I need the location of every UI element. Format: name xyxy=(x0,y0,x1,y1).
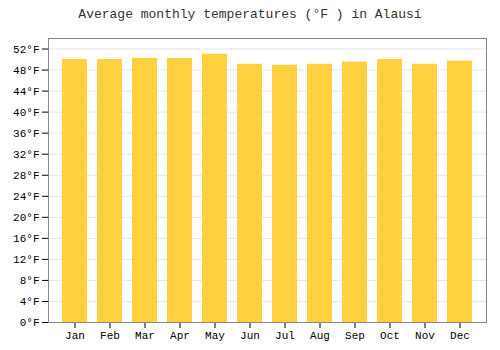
svg-text:Nov: Nov xyxy=(415,330,435,342)
svg-text:36°F: 36°F xyxy=(13,128,39,140)
svg-text:Jan: Jan xyxy=(65,330,85,342)
html-text:Average monthly temperatures (: Average monthly temperatures (°F ) in Al… xyxy=(78,7,422,22)
svg-text:Aug: Aug xyxy=(310,330,330,342)
svg-text:4°F: 4°F xyxy=(20,296,40,308)
svg-text:32°F: 32°F xyxy=(13,149,39,161)
svg-text:Mar: Mar xyxy=(135,330,155,342)
svg-text:0°F: 0°F xyxy=(20,317,40,329)
svg-text:20°F: 20°F xyxy=(13,212,39,224)
svg-text:Dec: Dec xyxy=(450,330,470,342)
svg-text:16°F: 16°F xyxy=(13,233,39,245)
svg-text:40°F: 40°F xyxy=(13,107,39,119)
svg-text:Jun: Jun xyxy=(240,330,260,342)
svg-text:Sep: Sep xyxy=(345,330,365,342)
svg-text:24°F: 24°F xyxy=(13,191,39,203)
svg-text:May: May xyxy=(205,330,225,342)
svg-text:Feb: Feb xyxy=(100,330,120,342)
svg-text:48°F: 48°F xyxy=(13,65,39,77)
svg-text:Oct: Oct xyxy=(380,330,400,342)
svg-text:28°F: 28°F xyxy=(13,170,39,182)
svg-text:52°F: 52°F xyxy=(13,44,39,56)
svg-text:Apr: Apr xyxy=(170,330,190,342)
svg-text:12°F: 12°F xyxy=(13,254,39,266)
svg-text:8°F: 8°F xyxy=(20,275,40,287)
svg-text:44°F: 44°F xyxy=(13,86,39,98)
svg-text:Jul: Jul xyxy=(275,330,295,342)
